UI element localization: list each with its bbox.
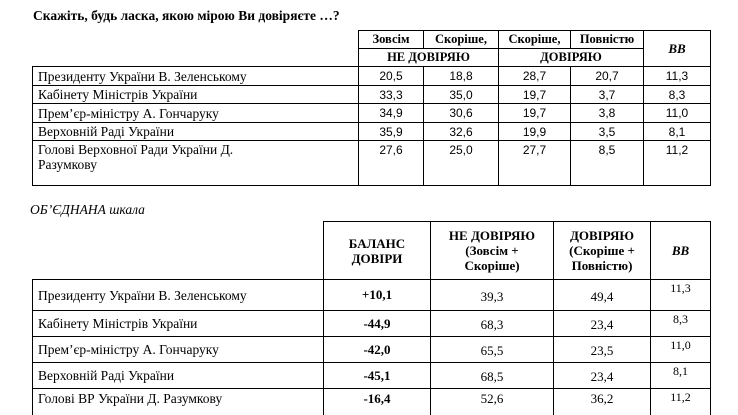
cell-value: 8,1	[643, 122, 711, 141]
row-label-line-2: Разумкову	[38, 157, 97, 172]
balance-value: -16,4	[323, 388, 431, 415]
row-label: Кабінету Міністрів України	[32, 85, 359, 104]
cell-value: 3,5	[570, 122, 644, 141]
cell-value: 52,6	[430, 388, 554, 415]
row-label: Прем’єр-міністру А. Гончаруку	[32, 103, 359, 123]
cell-value: 32,6	[423, 122, 499, 141]
row-label: Верховній Раді України	[32, 122, 359, 141]
group-header-ne-doviryayu: НЕ ДОВІРЯЮ	[358, 48, 499, 67]
table-row: Верховній Раді України 35,9 32,6 19,9 3,…	[32, 122, 711, 141]
cell-value: 23,5	[553, 336, 651, 363]
cell-value: 23,4	[553, 362, 651, 389]
cell-value: 8,1	[650, 362, 711, 389]
trust-scale-table: Зовсім Скоріше, Скоріше, Повністю ВВ НЕ …	[32, 30, 711, 186]
group-header-doviryayu: ДОВІРЯЮ	[498, 48, 644, 67]
cell-value: 18,8	[423, 66, 499, 86]
cell-value: 11,3	[643, 66, 711, 86]
column-header-skorishe-ne: Скоріше,	[423, 30, 499, 49]
cell-value: 65,5	[430, 336, 554, 363]
cell-value: 30,6	[423, 103, 499, 123]
row-label: Голові Верховної Ради України Д. Разумко…	[32, 140, 359, 186]
row-label: Президенту України В. Зеленському	[32, 66, 359, 86]
column-header-zovsim: Зовсім	[358, 30, 424, 49]
table-row: Президенту України В. Зеленському +10,1 …	[32, 279, 711, 311]
table-row: Верховній Раді України -45,1 68,5 23,4 8…	[32, 362, 711, 389]
empty-header-cell	[33, 31, 359, 49]
cell-value: 68,3	[430, 310, 554, 337]
cell-value: 49,4	[553, 279, 651, 311]
empty-header-cell	[33, 222, 324, 280]
cell-value: 35,9	[358, 122, 424, 141]
cell-value: 33,3	[358, 85, 424, 104]
combined-scale-table: БАЛАНС ДОВІРИ НЕ ДОВІРЯЮ (Зовсім + Скорі…	[32, 221, 711, 415]
cell-value: 27,7	[498, 140, 571, 186]
cell-value: 11,2	[650, 388, 711, 415]
cell-value: 11,3	[650, 279, 711, 311]
table-row: Голові Верховної Ради України Д. Разумко…	[32, 140, 711, 186]
cell-value: 3,7	[570, 85, 644, 104]
cell-value: 20,5	[358, 66, 424, 86]
cell-value: 19,9	[498, 122, 571, 141]
combined-scale-subtitle: ОБ’ЄДНАНА шкала	[30, 202, 145, 217]
table-row: Кабінету Міністрів України -44,9 68,3 23…	[32, 310, 711, 337]
trust-table-header-row-1: Зовсім Скоріше, Скоріше, Повністю ВВ	[33, 30, 711, 67]
column-header-skorishe-do: Скоріше,	[498, 30, 571, 49]
combined-table-header-row: БАЛАНС ДОВІРИ НЕ ДОВІРЯЮ (Зовсім + Скорі…	[33, 221, 711, 280]
cell-value: 28,7	[498, 66, 571, 86]
column-header-vv: ВВ	[643, 30, 711, 67]
cell-value: 11,0	[650, 336, 711, 363]
cell-value: 36,2	[553, 388, 651, 415]
cell-value: 8,3	[650, 310, 711, 337]
row-label: Голові ВР України Д. Разумкову	[32, 388, 324, 415]
cell-value: 8,3	[643, 85, 711, 104]
table-row: Президенту України В. Зеленському 20,5 1…	[32, 66, 711, 86]
table-row: Прем’єр-міністру А. Гончаруку 34,9 30,6 …	[32, 103, 711, 123]
row-label: Прем’єр-міністру А. Гончаруку	[32, 336, 324, 363]
table-row: Кабінету Міністрів України 33,3 35,0 19,…	[32, 85, 711, 104]
cell-value: 3,8	[570, 103, 644, 123]
column-header-vv: ВВ	[650, 221, 711, 280]
cell-value: 35,0	[423, 85, 499, 104]
row-label: Верховній Раді України	[32, 362, 324, 389]
trust-table-header-row-2: НЕ ДОВІРЯЮ ДОВІРЯЮ	[33, 48, 711, 67]
column-header-balance: БАЛАНС ДОВІРИ	[323, 221, 431, 280]
row-label-line-1: Голові Верховної Ради України Д.	[38, 142, 234, 157]
column-header-doviryayu: ДОВІРЯЮ (Скоріше + Повністю)	[553, 221, 651, 280]
cell-value: 23,4	[553, 310, 651, 337]
cell-value: 27,6	[358, 140, 424, 186]
cell-value: 19,7	[498, 85, 571, 104]
cell-value: 11,2	[643, 140, 711, 186]
column-header-povnistyu: Повністю	[570, 30, 644, 49]
cell-value: 25,0	[423, 140, 499, 186]
empty-header-cell	[33, 49, 359, 67]
cell-value: 68,5	[430, 362, 554, 389]
balance-value: -44,9	[323, 310, 431, 337]
cell-value: 34,9	[358, 103, 424, 123]
balance-value: +10,1	[323, 279, 431, 311]
cell-value: 11,0	[643, 103, 711, 123]
balance-value: -45,1	[323, 362, 431, 389]
cell-value: 8,5	[570, 140, 644, 186]
table-row: Прем’єр-міністру А. Гончаруку -42,0 65,5…	[32, 336, 711, 363]
cell-value: 20,7	[570, 66, 644, 86]
balance-value: -42,0	[323, 336, 431, 363]
table-row: Голові ВР України Д. Разумкову -16,4 52,…	[32, 388, 711, 415]
cell-value: 39,3	[430, 279, 554, 311]
row-label: Кабінету Міністрів України	[32, 310, 324, 337]
page-title: Скажіть, будь ласка, якою мірою Ви довір…	[33, 8, 340, 23]
column-header-ne-doviryayu: НЕ ДОВІРЯЮ (Зовсім + Скоріше)	[430, 221, 554, 280]
cell-value: 19,7	[498, 103, 571, 123]
row-label: Президенту України В. Зеленському	[32, 279, 324, 311]
